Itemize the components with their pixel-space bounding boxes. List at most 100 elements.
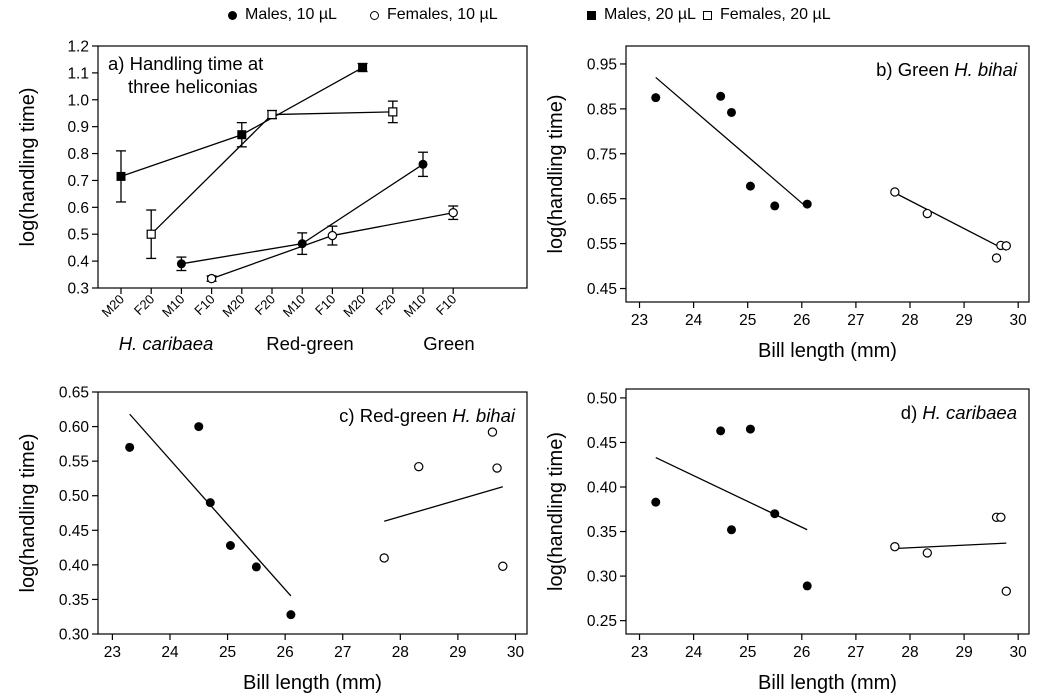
y-tick-label: 0.40 [587,480,618,497]
x-tick-label: 24 [685,312,703,329]
x-tick-label: 28 [901,312,918,329]
y-tick-label: 0.55 [587,236,617,253]
panel-title: b) Green H. bihai [876,59,1018,80]
panel-title: three heliconias [128,76,258,97]
panel-title-prefix: b) Green [876,59,954,80]
legend-label: Males, 10 µL [245,6,337,23]
x-tick-label: M20 [219,292,247,320]
female-fit-line [894,542,1007,550]
y-tick-label: 0.60 [59,419,90,436]
x-tick-label: 29 [955,644,972,661]
panel-d-frame [625,388,1030,635]
open-circle-icon [370,10,379,20]
y-tick-label: 0.75 [587,146,617,163]
female-point [991,253,1002,263]
data-point [206,273,217,284]
y-axis-label: log(handling time) [545,432,567,591]
x-tick-label: F10 [433,292,459,318]
y-axis-label: log(handling time) [545,95,567,254]
x-tick-label: F10 [312,292,338,318]
female-point [1001,241,1011,251]
legend-label: Females, 20 µL [720,6,831,23]
y-tick-label: 0.6 [67,200,89,217]
male-point [802,581,812,591]
female-point [922,208,933,219]
y-tick-label: 0.40 [59,557,90,574]
data-point [388,107,398,117]
male-point [716,426,726,436]
panel-title: c) Red-green H. bihai [339,405,516,426]
y-tick-label: 0.25 [587,613,617,630]
legend-label: Males, 20 µL [604,6,696,23]
female-point [379,553,389,563]
panel-title-species: H. bihai [954,59,1018,80]
male-point [726,107,736,117]
panel-title-prefix: d) [901,402,923,423]
x-tick-label: F20 [252,292,278,318]
panel-title: d) H. caribaea [901,402,1017,423]
panel-title-species: H. caribaea [922,402,1017,423]
y-tick-label: 0.9 [67,119,89,136]
y-tick-label: 0.85 [587,101,617,118]
y-tick-label: 0.35 [59,592,89,609]
x-tick-label: F20 [131,292,157,318]
female-point [996,512,1006,522]
panel-title-species: H. bihai [452,405,516,426]
y-tick-label: 0.7 [67,173,89,190]
x-tick-label: 26 [277,644,294,661]
panel-title: a) Handling time at [108,53,263,74]
data-point [358,63,368,73]
y-tick-label: 0.4 [67,254,89,271]
legend-label: Females, 10 µL [387,6,498,23]
x-axis-label: Bill length (mm) [243,672,382,694]
y-tick-label: 0.65 [587,191,617,208]
data-point [418,159,428,169]
female-point [414,461,424,472]
data-point [116,171,126,181]
x-tick-label: 30 [507,644,525,661]
x-tick-label: 26 [793,312,810,329]
panel-c-frame [97,391,528,635]
female-point [492,463,502,473]
x-tick-label: 23 [104,644,121,661]
data-point [327,230,338,241]
female-point [890,187,900,197]
legend-item-males-10: Males, 10 µL [228,6,337,24]
data-point [267,109,277,120]
x-tick-label: 27 [847,312,864,329]
x-tick-label: 29 [955,312,972,329]
x-tick-label: 27 [847,644,864,661]
y-tick-label: 0.95 [587,56,617,73]
x-tick-label: F20 [372,292,398,318]
panel-b-frame [625,45,1030,303]
series-line [150,111,393,235]
y-tick-label: 0.45 [587,281,617,298]
x-tick-label: 23 [631,312,648,329]
male-point [225,540,235,550]
x-axis-label: Bill length (mm) [758,672,897,694]
female-fit-line [894,192,1007,251]
male-point [770,509,780,519]
male-point [770,201,780,211]
group-label: Green [423,333,474,354]
male-point [251,562,261,572]
male-point [726,525,736,535]
x-tick-label: M10 [280,292,308,320]
y-tick-label: 0.35 [587,524,617,541]
male-point [286,610,296,620]
x-tick-label: F10 [191,292,217,318]
series-line [211,212,454,280]
legend: Males, 10 µL Females, 10 µL Males, 20 µL… [0,0,1047,34]
y-tick-label: 0.8 [67,146,89,163]
x-tick-label: M20 [99,292,127,320]
y-axis-label: log(handling time) [17,88,39,247]
data-point [448,208,458,218]
male-point [651,497,661,507]
male-point [716,91,726,101]
female-point [922,548,933,558]
male-fit-line [655,457,808,531]
female-point [890,541,900,552]
panel-title-prefix: c) Red-green [339,405,452,426]
y-tick-label: 0.65 [59,385,89,402]
